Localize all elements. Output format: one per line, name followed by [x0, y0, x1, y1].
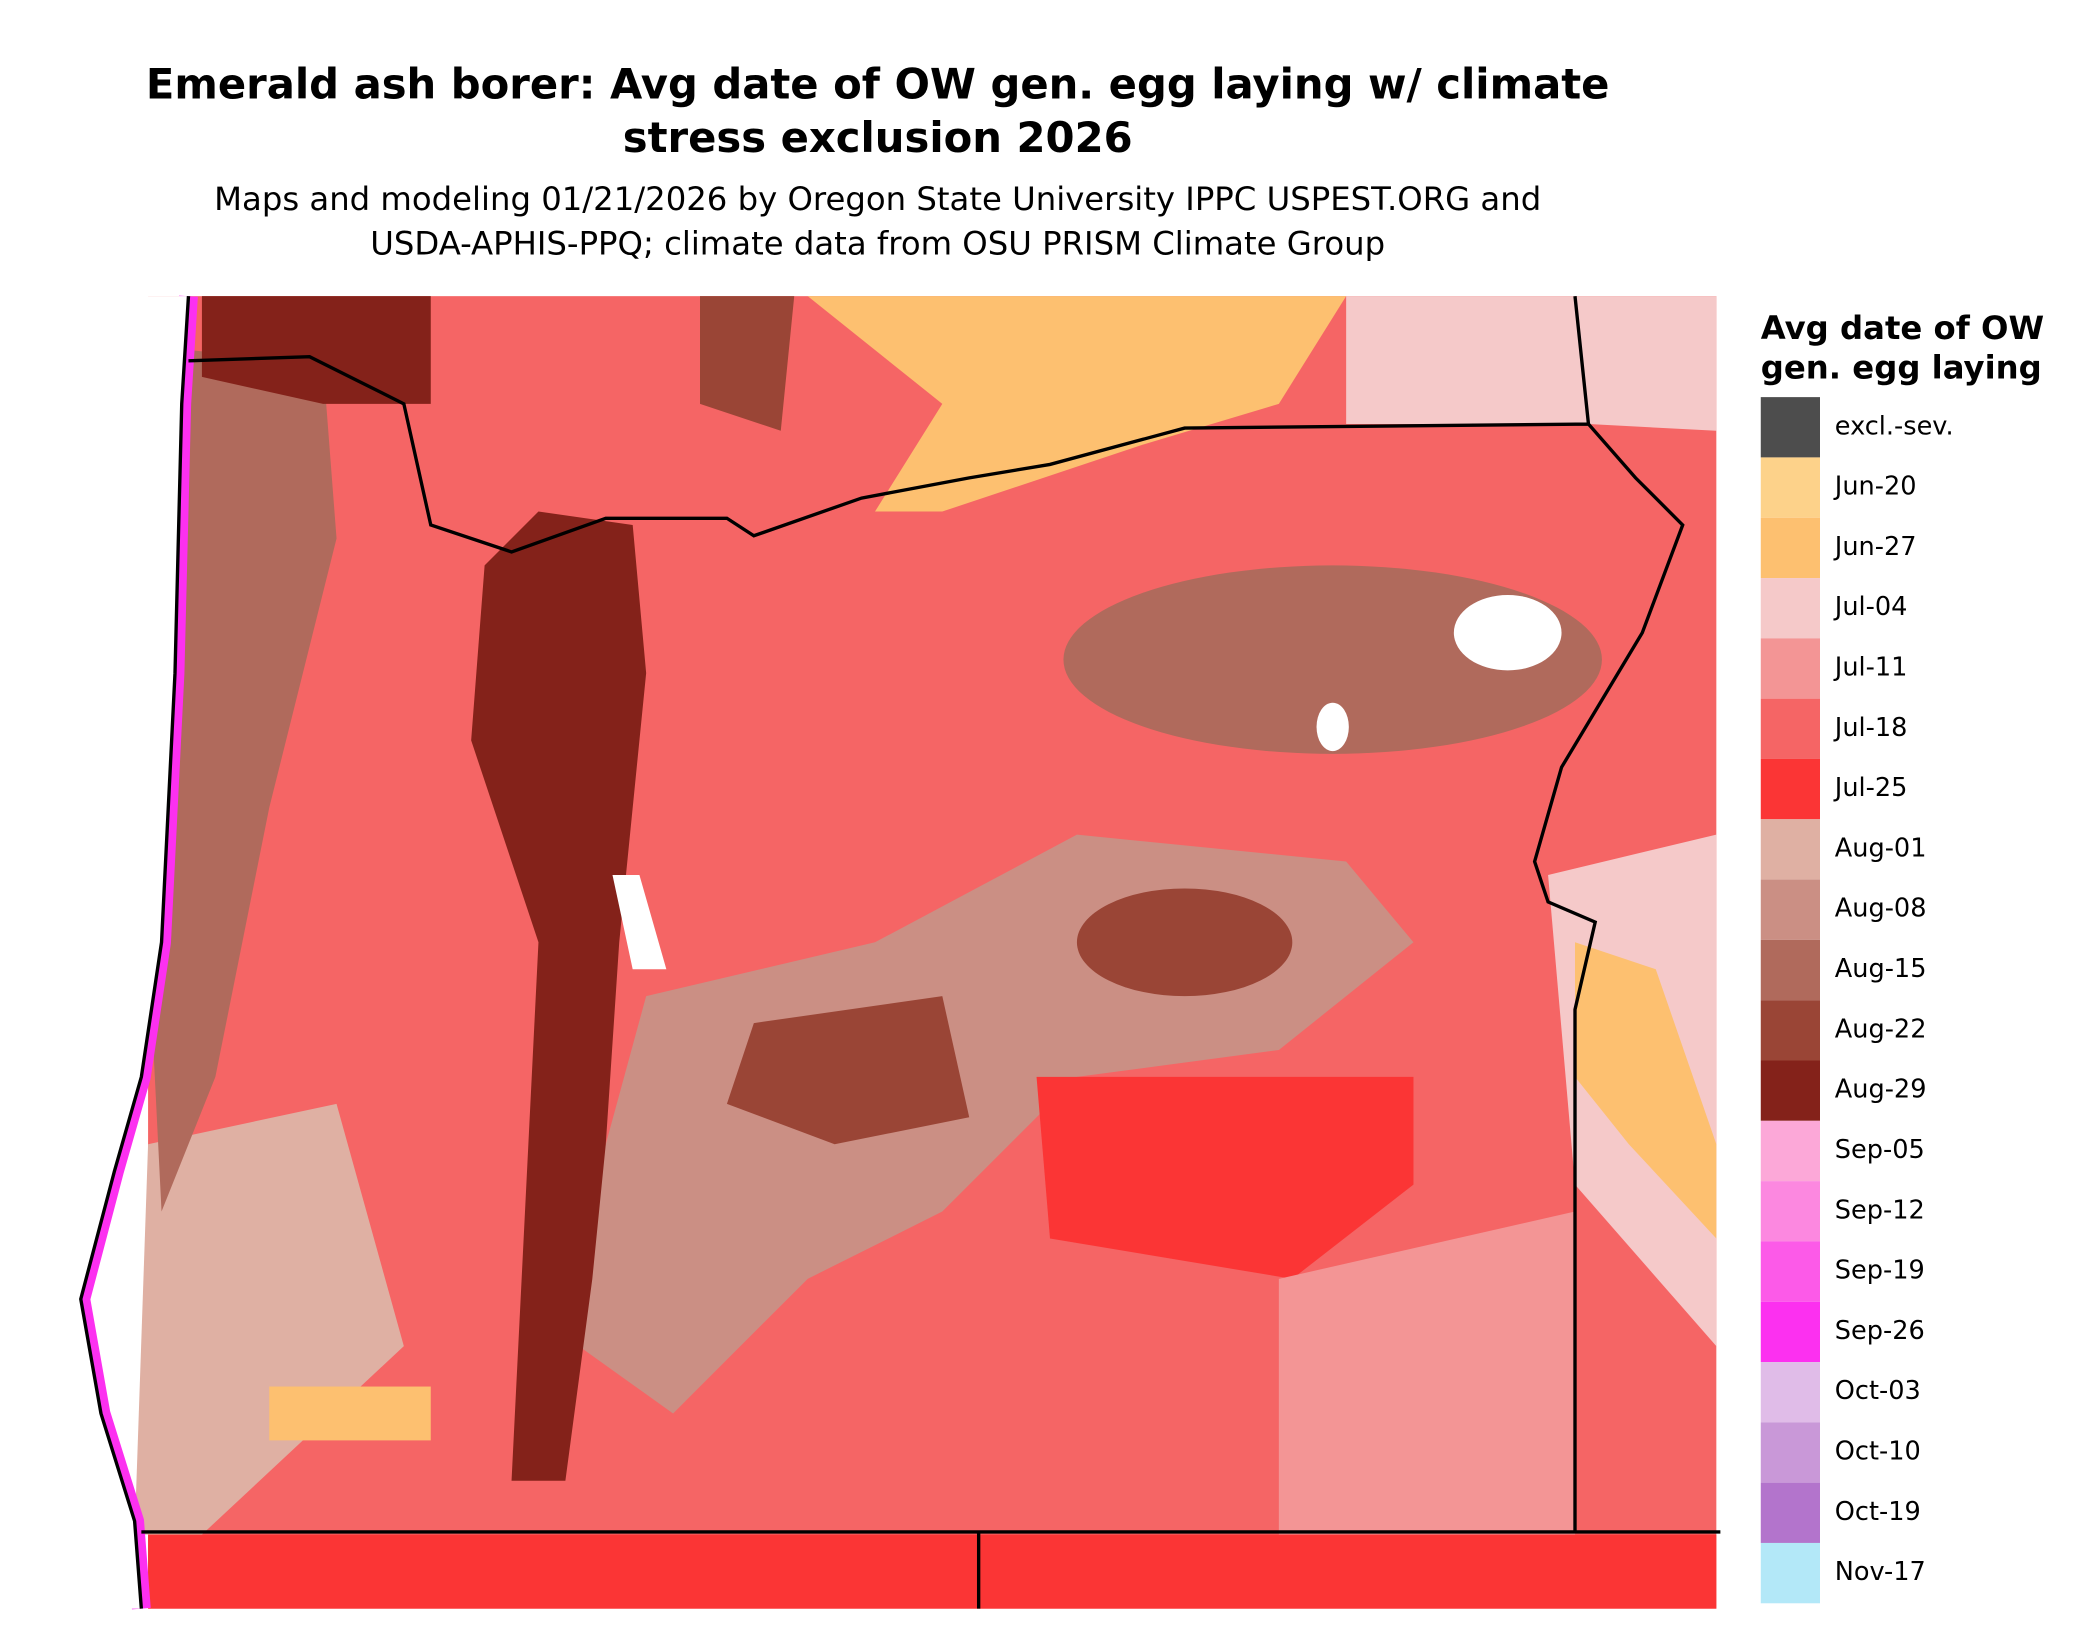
legend-swatch [1760, 1000, 1820, 1061]
legend-label: Aug-29 [1835, 1075, 1927, 1105]
legend-swatch [1760, 1181, 1820, 1242]
legend-swatch [1760, 879, 1820, 940]
legend-swatch [1760, 1482, 1820, 1543]
legend-label: excl.-sev. [1835, 411, 1954, 441]
legend-swatch [1760, 638, 1820, 699]
legend-label: Jul-04 [1833, 592, 1908, 622]
legend-label: Sep-05 [1835, 1135, 1925, 1165]
legend-swatch [1760, 1362, 1820, 1423]
subtitle-line: Maps and modeling 01/21/2026 by Oregon S… [214, 180, 1541, 218]
legend-label: Oct-10 [1835, 1437, 1921, 1467]
legend-label: Jul-18 [1833, 713, 1908, 743]
subtitle-line: USDA-APHIS-PPQ; climate data from OSU PR… [370, 224, 1385, 262]
legend-label: Aug-15 [1835, 954, 1927, 984]
legend-swatch [1760, 1060, 1820, 1121]
legend-label: Aug-22 [1835, 1014, 1927, 1044]
legend-swatch [1760, 1120, 1820, 1182]
legend-swatch [1760, 819, 1820, 880]
legend: excl.-sev. Jun-20 Jun-27 Jul-04 Jul-11 Jul-18… [1760, 397, 1954, 1604]
legend-title: Avg date of OW [1761, 309, 2044, 347]
legend-label: Sep-19 [1835, 1256, 1925, 1286]
legend-label: Jul-25 [1833, 773, 1908, 803]
legend-swatch [1760, 397, 1820, 458]
legend-label: Jun-27 [1833, 532, 1917, 562]
legend-swatch [1760, 1422, 1820, 1483]
legend-label: Aug-01 [1835, 833, 1927, 863]
legend-label: Jul-11 [1833, 653, 1908, 683]
legend-swatch [1760, 578, 1820, 639]
legend-label: Sep-26 [1835, 1316, 1925, 1346]
title-line: Emerald ash borer: Avg date of OW gen. e… [146, 59, 1610, 108]
legend-swatch [1760, 457, 1820, 518]
legend-swatch [1760, 1542, 1820, 1604]
legend-title: gen. egg laying [1761, 348, 2042, 386]
legend-label: Oct-19 [1835, 1497, 1921, 1527]
legend-swatch [1760, 758, 1820, 820]
legend-label: Sep-12 [1835, 1195, 1925, 1225]
legend-label: Aug-08 [1835, 894, 1927, 924]
legend-label: Jun-20 [1833, 472, 1917, 502]
map [0, 295, 1721, 1610]
legend-swatch [1760, 939, 1820, 1001]
legend-swatch [1760, 698, 1820, 759]
title-line: stress exclusion 2026 [623, 113, 1133, 162]
legend-swatch [1760, 1301, 1820, 1363]
legend-label: Nov-17 [1835, 1557, 1926, 1587]
legend-label: Oct-03 [1835, 1376, 1921, 1406]
legend-swatch [1760, 1241, 1820, 1302]
legend-swatch [1760, 517, 1820, 579]
